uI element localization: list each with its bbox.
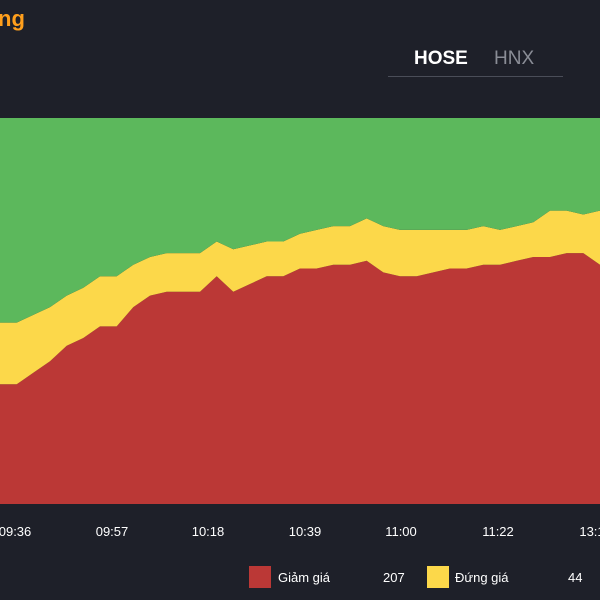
x-tick-label: 10:39 [289, 524, 322, 538]
tab-hose[interactable]: HOSE [414, 48, 468, 69]
x-tick-label: 13:1 [579, 524, 600, 538]
x-tick-label: 09:36 [0, 524, 31, 538]
exchange-tabs: HOSE HNX [388, 44, 563, 77]
series-area-decrease [0, 253, 600, 504]
legend-swatch-unchanged [427, 566, 449, 588]
tab-hnx[interactable]: HNX [494, 48, 535, 69]
legend-value-unchanged: 44 [568, 570, 583, 585]
series-area-increase [0, 118, 600, 323]
market-breadth-chart: 09:36 09:57 10:18 10:39 11:00 11:22 13:1 [0, 118, 600, 538]
legend-swatch-decrease [249, 566, 271, 588]
x-tick-label: 11:00 [385, 524, 417, 538]
x-tick-label: 09:57 [96, 524, 129, 538]
legend-label-unchanged: Đứng giá [455, 570, 509, 585]
legend: Giảm giá 207 Đứng giá 44 [0, 566, 600, 590]
page-title: ng [0, 6, 25, 31]
series-area-unchanged [0, 210, 600, 385]
legend-value-decrease: 207 [383, 570, 405, 585]
x-tick-label: 10:18 [192, 524, 225, 538]
x-tick-label: 11:22 [482, 524, 514, 538]
legend-label-decrease: Giảm giá [278, 570, 331, 585]
